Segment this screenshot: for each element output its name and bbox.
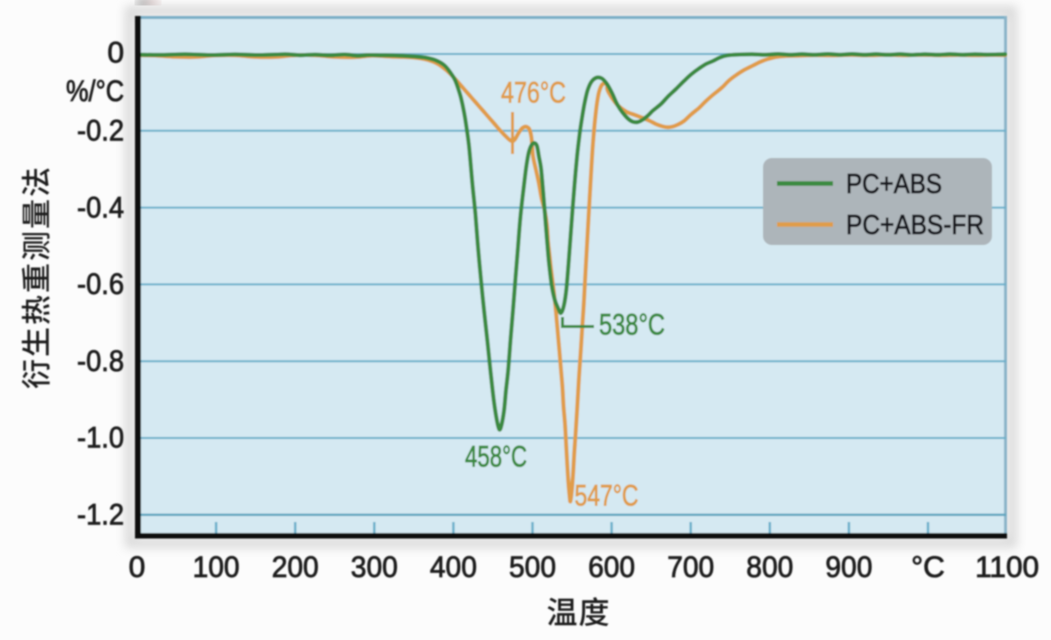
svg-text:200: 200: [272, 551, 319, 584]
svg-text:547°C: 547°C: [575, 480, 639, 513]
svg-text:-0.8: -0.8: [77, 345, 124, 378]
svg-text:600: 600: [588, 551, 635, 584]
svg-text:%/°C: %/°C: [66, 75, 124, 108]
svg-text:-0.4: -0.4: [77, 192, 124, 225]
svg-text:538°C: 538°C: [599, 309, 665, 342]
svg-text:300: 300: [351, 551, 398, 584]
svg-text:0: 0: [129, 551, 146, 584]
svg-text:-1.2: -1.2: [77, 499, 124, 532]
svg-text:500: 500: [509, 551, 556, 584]
svg-text:-0.2: -0.2: [77, 115, 124, 148]
svg-text:458°C: 458°C: [465, 441, 527, 474]
svg-text:1100: 1100: [975, 551, 1039, 584]
svg-text:-1.0: -1.0: [77, 422, 124, 455]
svg-text:PC+ABS-FR: PC+ABS-FR: [846, 209, 984, 240]
svg-text:°C: °C: [911, 551, 945, 584]
svg-text:476°C: 476°C: [501, 77, 566, 110]
svg-text:800: 800: [746, 551, 793, 584]
svg-text:400: 400: [430, 551, 477, 584]
svg-text:700: 700: [667, 551, 714, 584]
svg-text:100: 100: [193, 551, 240, 584]
svg-text:0: 0: [107, 37, 124, 70]
svg-text:-0.6: -0.6: [77, 268, 124, 301]
svg-text:PC+ABS: PC+ABS: [846, 168, 942, 199]
svg-text:900: 900: [825, 551, 872, 584]
